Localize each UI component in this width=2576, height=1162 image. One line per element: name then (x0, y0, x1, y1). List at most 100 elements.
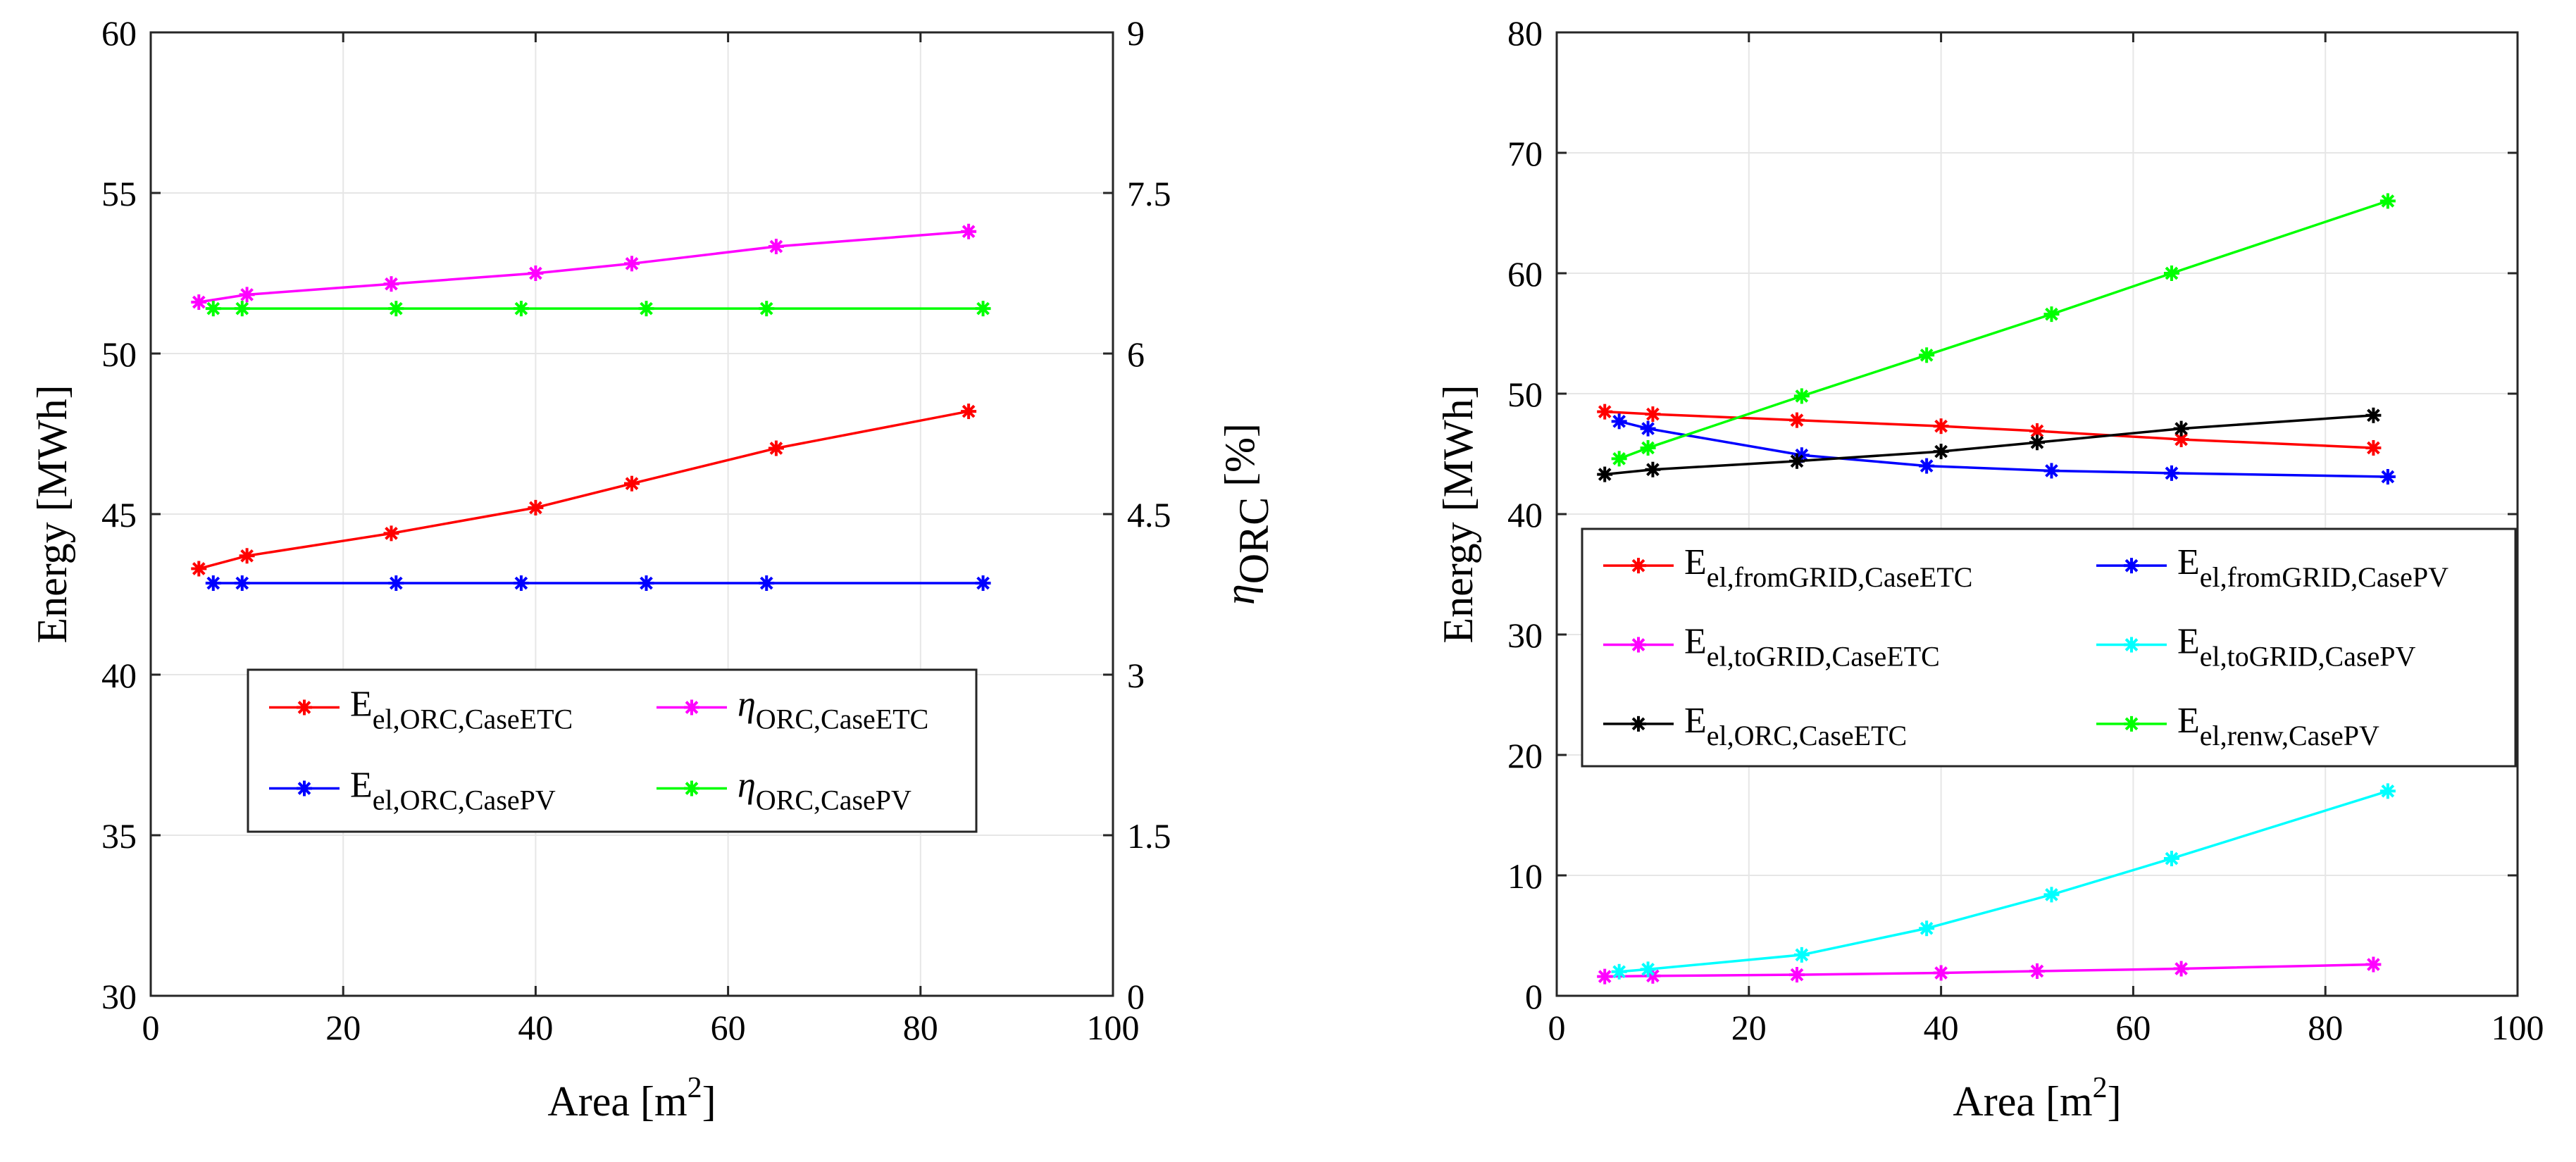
legend-item: Eel,renw,CasePV (2096, 701, 2379, 751)
data-point (513, 575, 529, 592)
legend-label-sub: ORC,CasePV (756, 785, 911, 816)
data-point (1645, 461, 1661, 477)
data-point (191, 294, 207, 311)
data-point (1919, 920, 1935, 937)
data-point (2365, 439, 2382, 456)
series-5 (1611, 193, 2396, 467)
x-tick-label: 0 (142, 1008, 160, 1047)
y-right-axis-label-sub: ORC (1231, 497, 1277, 584)
data-point (2365, 407, 2382, 423)
data-point (2173, 420, 2189, 437)
data-point (638, 575, 654, 592)
data-point (1611, 963, 1627, 980)
data-point (239, 287, 255, 303)
legend-label: ηORC,CasePV (738, 766, 911, 816)
x-tick-label: 40 (518, 1008, 553, 1047)
data-point (1597, 404, 1613, 420)
legend-item: Eel,ORC,CaseETC (269, 685, 573, 735)
x-axis-label-sup: 2 (687, 1072, 702, 1104)
data-point (1793, 947, 1810, 963)
data-point (759, 575, 775, 592)
data-point (1789, 412, 1805, 428)
y-right-tick-label: 7.5 (1127, 174, 1171, 213)
legend-label: ηORC,CaseETC (738, 685, 928, 735)
legend-label-main: η (738, 685, 756, 725)
legend-label: Eel,ORC,CaseETC (350, 685, 573, 735)
legend-label-main: η (738, 766, 756, 806)
legend-label: Eel,toGRID,CasePV (2177, 622, 2416, 673)
x-axis-label-end: ] (2108, 1078, 2122, 1125)
y-tick-label: 80 (1507, 13, 1543, 53)
legend-item: Eel,ORC,CasePV (269, 766, 556, 816)
y-right-tick-label: 3 (1127, 656, 1145, 695)
series-1 (191, 223, 977, 311)
data-point (383, 525, 399, 542)
legend-marker (2124, 637, 2139, 653)
legend-box (1581, 527, 2517, 768)
x-axis-label-sup: 2 (2093, 1072, 2108, 1104)
legend-label: Eel,renw,CasePV (2177, 701, 2379, 751)
data-point (191, 561, 207, 577)
data-point (1640, 439, 1656, 456)
series-line (199, 230, 969, 304)
y-tick-label: 60 (101, 13, 137, 53)
x-tick-label: 60 (711, 1008, 746, 1047)
data-point (975, 575, 991, 592)
legend-label-sub: el,ORC,CaseETC (373, 704, 573, 735)
ticks (1555, 31, 2519, 997)
legend-label-main: E (2177, 701, 2200, 741)
data-point (2043, 463, 2060, 479)
y-tick-label: 30 (1507, 616, 1543, 655)
series-line (198, 410, 969, 570)
legend-label: Eel,ORC,CaseETC (1684, 701, 1907, 751)
data-point (388, 575, 404, 592)
x-tick-label: 60 (2115, 1008, 2151, 1047)
legend-label-sub: el,fromGRID,CaseETC (1707, 561, 1973, 593)
y-tick-label: 70 (1507, 134, 1543, 173)
y-right-tick-label: 1.5 (1127, 816, 1171, 856)
legend-label-main: E (2177, 542, 2200, 582)
y-axis-label: Energy [MWh] (29, 385, 75, 643)
x-axis-label-main: Area [m (547, 1078, 687, 1125)
data-point (1611, 413, 1627, 430)
legend-marker (684, 780, 699, 796)
series-3 (1611, 783, 2396, 980)
data-point (2163, 465, 2179, 481)
data-point (388, 301, 404, 317)
data-point (768, 440, 784, 456)
legend-item: Eel,fromGRID,CasePV (2096, 542, 2449, 593)
series-line (1619, 789, 2389, 973)
right-chart: 0 20 40 60 80 100 0 10 20 30 40 50 60 70 80 Area [m2] En… (1435, 13, 2544, 1125)
data-point (1933, 444, 1949, 460)
series-1 (1611, 413, 2396, 485)
y-tick-label: 35 (101, 816, 137, 856)
series-2 (205, 575, 991, 592)
series-line (1619, 199, 2389, 460)
legend-marker (1631, 558, 1646, 574)
data-point (624, 475, 640, 492)
data-point (1789, 967, 1805, 983)
x-tick-label: 0 (1548, 1008, 1566, 1047)
legend-label: Eel,fromGRID,CasePV (2177, 542, 2449, 593)
series-2 (1597, 956, 2382, 985)
y-tick-label: 30 (101, 977, 137, 1016)
data-point (1919, 347, 1935, 363)
x-tick-label: 20 (1731, 1008, 1767, 1047)
data-point (2029, 963, 2045, 979)
y-tick-label: 55 (101, 174, 137, 213)
y-tick-label: 45 (101, 495, 137, 535)
x-axis-label: Area [m2] (1953, 1072, 2121, 1125)
data-point (2029, 435, 2045, 451)
legend-label-main: E (1684, 542, 1707, 582)
x-tick-label: 80 (903, 1008, 938, 1047)
data-point (1645, 406, 1661, 423)
y-tick-label: 40 (1507, 495, 1543, 535)
x-axis-label-end: ] (702, 1078, 716, 1125)
series-4 (1597, 407, 2382, 482)
legend-marker (297, 699, 312, 716)
x-tick-label: 80 (2308, 1008, 2343, 1047)
y-right-tick-label: 4.5 (1127, 495, 1171, 535)
legend-marker (2124, 558, 2139, 574)
x-tick-label: 40 (1924, 1008, 1959, 1047)
